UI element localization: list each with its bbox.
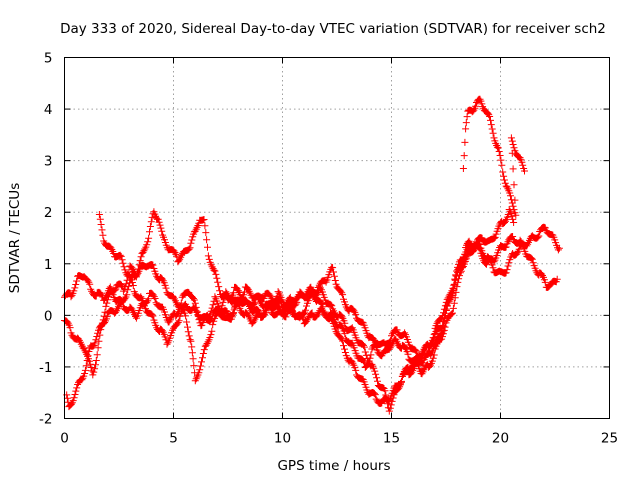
x-axis-label: GPS time / hours	[277, 458, 390, 474]
y-tick-label: 0	[44, 308, 53, 324]
chart-title: Day 333 of 2020, Sidereal Day-to-day VTE…	[60, 21, 606, 37]
x-tick-label: 25	[601, 431, 618, 447]
series-track-c	[63, 206, 518, 411]
x-tick-label: 20	[492, 431, 509, 447]
y-axis-label: SDTVAR / TECUs	[7, 183, 23, 293]
y-tick-label: -1	[39, 360, 52, 376]
x-tick-label: 0	[60, 431, 69, 447]
y-tick-label: 5	[44, 51, 53, 67]
y-tick-label: 4	[44, 102, 53, 118]
x-tick-label: 10	[274, 431, 291, 447]
plot-frame	[64, 57, 610, 419]
y-tick-label: 2	[44, 205, 53, 221]
y-tick-label: 3	[44, 154, 53, 170]
y-tick-label: 1	[44, 257, 53, 273]
data-point-markers	[95, 211, 561, 407]
y-tick-label: -2	[39, 412, 52, 428]
series-track-e	[459, 95, 528, 219]
x-tick-label: 15	[383, 431, 400, 447]
data-point-markers	[63, 206, 518, 411]
x-tick-label: 5	[169, 431, 178, 447]
series-track-d	[95, 211, 561, 407]
data-marks	[61, 95, 563, 415]
data-point-markers	[459, 95, 528, 219]
axis-ticks: 0 5 10 15 20 25 -2 -1 0 1 2 3 4 5	[39, 51, 618, 447]
